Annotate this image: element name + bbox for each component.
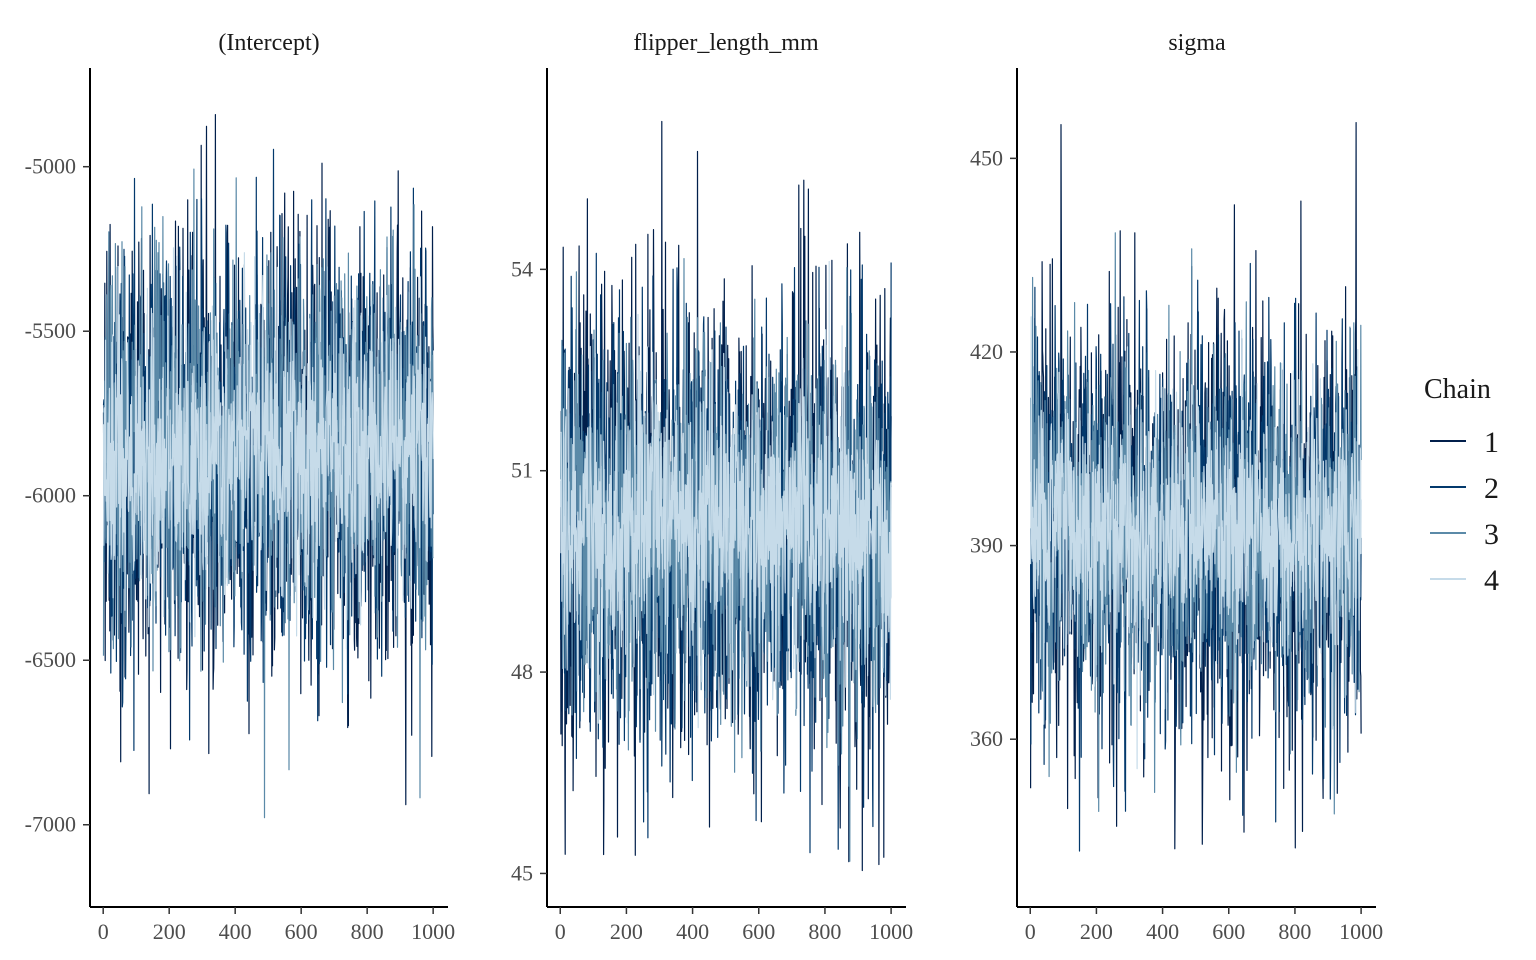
panel-title: sigma [1168, 30, 1226, 56]
y-tick-label: -6500 [25, 647, 76, 672]
x-tick-label: 0 [555, 919, 566, 944]
y-tick-label: -5500 [25, 318, 76, 343]
x-tick-label: 800 [351, 919, 384, 944]
y-tick-label: 45 [511, 860, 533, 885]
trace-chain-4 [1030, 316, 1362, 770]
trace-chain-4 [560, 260, 892, 729]
legend-entry-4: 4 [1430, 564, 1499, 597]
y-tick-label: 450 [970, 145, 1003, 170]
legend-items: 1 2 3 4 [1430, 426, 1499, 597]
panel-1: (Intercept) -5000 -5500 -6000 -6500 -7000 0 200… [25, 30, 455, 944]
x-tick-label: 600 [1212, 919, 1245, 944]
legend: Chain 1 2 3 4 [1424, 374, 1499, 597]
trace-lines [1030, 122, 1362, 852]
panel-2: flipper_length_mm 54 51 48 45 0 200 400 600 800 10… [511, 30, 913, 944]
x-tick-label: 1000 [411, 919, 455, 944]
x-tick-label: 800 [1278, 919, 1311, 944]
legend-label: 4 [1484, 564, 1499, 597]
y-tick-label: 390 [970, 533, 1003, 558]
panel-title: flipper_length_mm [633, 30, 819, 56]
y-tick-label: 54 [511, 256, 533, 281]
y-tick-label: 48 [511, 659, 533, 684]
x-tick-label: 800 [808, 919, 841, 944]
legend-entry-1: 1 [1430, 426, 1499, 459]
y-tick-label: -7000 [25, 812, 76, 837]
trace-lines [560, 120, 892, 872]
panels-group: (Intercept) -5000 -5500 -6000 -6500 -7000 0 200… [25, 30, 1383, 944]
legend-label: 2 [1484, 472, 1499, 505]
x-tick-label: 1000 [869, 919, 913, 944]
y-tick-label: -6000 [25, 483, 76, 508]
x-tick-label: 200 [1080, 919, 1113, 944]
y-tick-label: 360 [970, 726, 1003, 751]
x-tick-label: 400 [1146, 919, 1179, 944]
legend-entry-2: 2 [1430, 472, 1499, 505]
trace-chain-4 [102, 247, 434, 650]
legend-title: Chain [1424, 374, 1491, 405]
x-tick-label: 600 [742, 919, 775, 944]
x-tick-label: 0 [98, 919, 109, 944]
legend-label: 3 [1484, 518, 1499, 551]
panel-3: sigma 450 420 390 360 0 200 400 600 800 1000 [970, 30, 1383, 944]
legend-label: 1 [1484, 426, 1499, 459]
y-tick-label: 420 [970, 339, 1003, 364]
x-tick-label: 200 [610, 919, 643, 944]
x-tick-label: 200 [153, 919, 186, 944]
x-tick-label: 400 [219, 919, 252, 944]
y-tick-label: 51 [511, 458, 533, 483]
panel-title: (Intercept) [218, 30, 319, 56]
x-tick-label: 0 [1025, 919, 1036, 944]
x-tick-label: 1000 [1339, 919, 1383, 944]
legend-entry-3: 3 [1430, 518, 1499, 551]
y-tick-label: -5000 [25, 154, 76, 179]
trace-lines [102, 114, 434, 819]
x-tick-label: 600 [285, 919, 318, 944]
x-tick-label: 400 [676, 919, 709, 944]
